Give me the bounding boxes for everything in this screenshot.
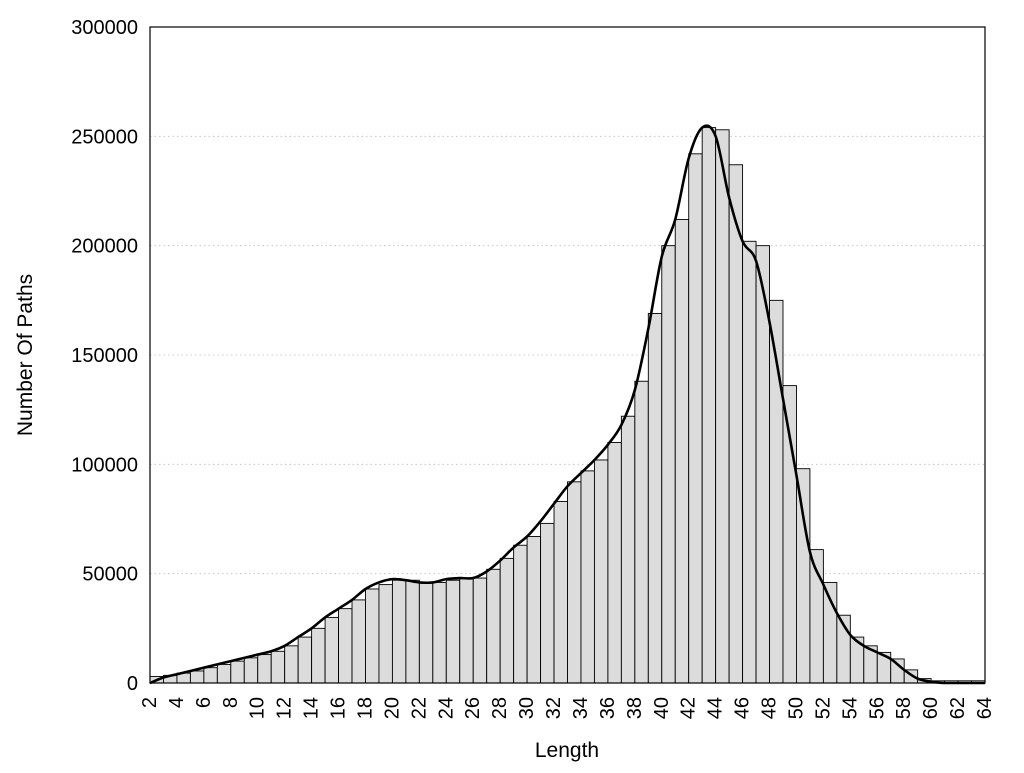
histogram-bar xyxy=(391,579,407,684)
histogram-bar xyxy=(472,577,488,684)
x-tick-label: 62 xyxy=(947,697,969,719)
histogram-bar xyxy=(378,584,393,684)
x-tick-label: 36 xyxy=(597,697,619,719)
y-tick-label: 200000 xyxy=(71,236,138,258)
x-tick-label: 22 xyxy=(408,697,430,719)
histogram-bar xyxy=(324,616,339,684)
x-tick-label: 54 xyxy=(839,697,861,719)
histogram-bar xyxy=(499,557,515,684)
bars xyxy=(149,127,986,684)
histogram-bar xyxy=(351,599,366,684)
x-tick-label: 64 xyxy=(974,697,996,719)
x-tick-label: 14 xyxy=(301,697,323,719)
histogram-bar xyxy=(890,658,905,684)
histogram-bar xyxy=(526,536,542,684)
x-tick-label: 6 xyxy=(193,697,215,708)
histogram-bar xyxy=(688,153,703,684)
histogram-bar xyxy=(243,657,259,684)
x-tick-label: 38 xyxy=(624,697,646,719)
histogram-bar xyxy=(540,522,555,684)
histogram-bar xyxy=(189,670,205,684)
histogram-bar xyxy=(674,218,690,684)
y-tick-label: 150000 xyxy=(71,345,138,367)
x-tick-label: 42 xyxy=(678,697,700,719)
x-tick-label: 28 xyxy=(489,697,511,719)
y-tick-label: 50000 xyxy=(82,564,138,586)
x-tick-label: 30 xyxy=(516,697,538,719)
histogram-bar xyxy=(486,568,501,684)
histogram-bar xyxy=(567,481,582,684)
y-axis-label: Number Of Paths xyxy=(14,274,37,436)
histogram-bar xyxy=(311,627,326,684)
x-tick-label: 34 xyxy=(570,697,592,719)
histogram-bar xyxy=(701,127,717,684)
histogram-bar xyxy=(297,636,313,684)
histogram-bar xyxy=(661,245,676,684)
density-curve-line xyxy=(149,124,985,685)
histogram-bar xyxy=(580,470,595,684)
x-tick-label: 32 xyxy=(543,697,565,719)
histogram-bar xyxy=(405,579,420,684)
x-tick-label: 56 xyxy=(866,697,888,719)
x-tick-label: 46 xyxy=(732,697,754,719)
histogram-bar xyxy=(553,501,568,684)
x-tick-label: 20 xyxy=(381,697,403,719)
y-tick-label: 250000 xyxy=(71,126,138,148)
y-tick-label: 300000 xyxy=(71,17,138,39)
histogram-bar xyxy=(634,380,649,684)
x-tick-label: 26 xyxy=(462,697,484,719)
x-tick-label: 60 xyxy=(920,697,942,719)
x-tick-label: 2 xyxy=(139,697,161,708)
histogram-bar xyxy=(284,645,299,684)
histogram-bar xyxy=(796,468,811,684)
x-axis-ticks: 2 4 6 8 10 12 14 16 18 20 22 24 26 28 30 32 34 36 38 40 42 44… xyxy=(139,697,996,719)
histogram-bar xyxy=(365,588,380,684)
histogram-bar xyxy=(216,663,232,684)
histogram-bar xyxy=(270,650,286,684)
histogram-bar xyxy=(513,544,528,684)
y-axis-ticks: 0 50000 100000 150000 200000 250000 300000 xyxy=(71,17,138,695)
histogram-bar xyxy=(715,129,730,684)
histogram-bar xyxy=(647,313,663,684)
density-curve xyxy=(149,124,985,685)
histogram-bar xyxy=(338,608,353,684)
x-tick-label: 12 xyxy=(274,697,296,719)
x-axis-label: Length xyxy=(535,739,599,762)
y-tick-label: 0 xyxy=(127,673,138,695)
x-tick-label: 10 xyxy=(247,697,269,719)
histogram-bar xyxy=(445,579,461,684)
x-tick-label: 52 xyxy=(812,697,834,719)
x-tick-label: 50 xyxy=(785,697,807,719)
x-tick-label: 24 xyxy=(435,697,457,719)
x-tick-label: 16 xyxy=(328,697,350,719)
histogram-bar xyxy=(620,415,636,684)
x-tick-label: 58 xyxy=(893,697,915,719)
y-tick-label: 100000 xyxy=(71,454,138,476)
histogram-bar xyxy=(418,581,434,684)
x-tick-label: 4 xyxy=(166,697,188,708)
x-tick-label: 44 xyxy=(705,697,727,719)
x-tick-label: 18 xyxy=(354,697,376,719)
x-tick-label: 8 xyxy=(220,697,242,708)
plot-frame xyxy=(149,26,986,684)
histogram-bar xyxy=(203,667,218,684)
x-tick-label: 48 xyxy=(759,697,781,719)
histogram-bar xyxy=(728,164,744,684)
histogram-bar xyxy=(432,581,447,684)
histogram-bar xyxy=(257,654,272,684)
histogram-bar xyxy=(607,442,622,684)
histogram-bar xyxy=(742,240,757,684)
histogram-bar xyxy=(230,660,245,684)
histogram-bar xyxy=(459,577,474,684)
x-tick-label: 40 xyxy=(651,697,673,719)
histogram-bar xyxy=(593,459,609,684)
